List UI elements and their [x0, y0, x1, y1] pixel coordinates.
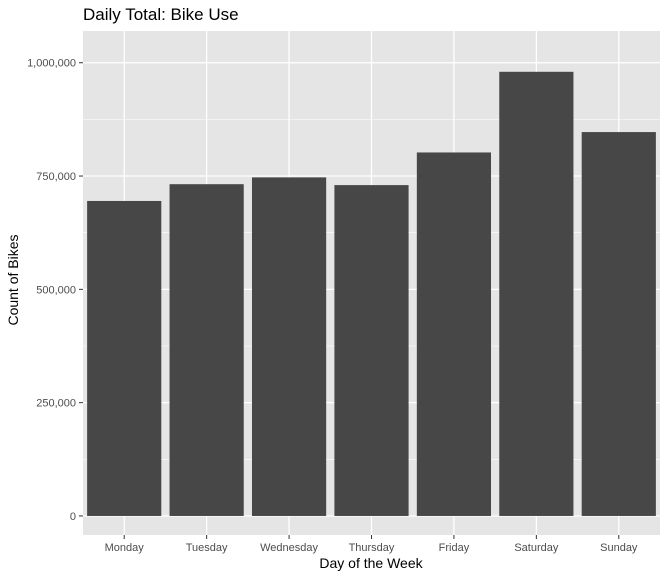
- x-axis-title: Day of the Week: [319, 555, 423, 571]
- y-tick-label: 750,000: [36, 171, 76, 183]
- bar-friday: [416, 152, 492, 516]
- bar-wednesday: [251, 177, 327, 516]
- x-tick-label: Thursday: [349, 542, 395, 554]
- chart-title: Daily Total: Bike Use: [83, 5, 239, 24]
- bar-thursday: [334, 185, 409, 516]
- bar-monday: [87, 200, 162, 516]
- x-tick-label: Saturday: [514, 542, 559, 554]
- y-tick-label: 500,000: [36, 284, 76, 296]
- y-axis-title: Count of Bikes: [5, 234, 21, 325]
- bar-sunday: [581, 132, 656, 516]
- y-tick-label: 250,000: [36, 398, 76, 410]
- bar-tuesday: [169, 184, 244, 516]
- bar-saturday: [499, 71, 574, 516]
- x-tick-label: Friday: [439, 542, 470, 554]
- x-tick-label: Tuesday: [186, 542, 228, 554]
- bars: [87, 71, 656, 516]
- y-axis: 0 250,000 500,000 750,000 1,000,000: [27, 58, 83, 523]
- y-tick-label: 0: [70, 511, 76, 523]
- x-axis: Monday Tuesday Wednesday Thursday Friday Satu…: [105, 535, 638, 554]
- y-tick-label: 1,000,000: [27, 58, 76, 70]
- x-tick-label: Monday: [105, 542, 145, 554]
- x-tick-label: Sunday: [600, 542, 638, 554]
- x-tick-label: Wednesday: [260, 542, 318, 554]
